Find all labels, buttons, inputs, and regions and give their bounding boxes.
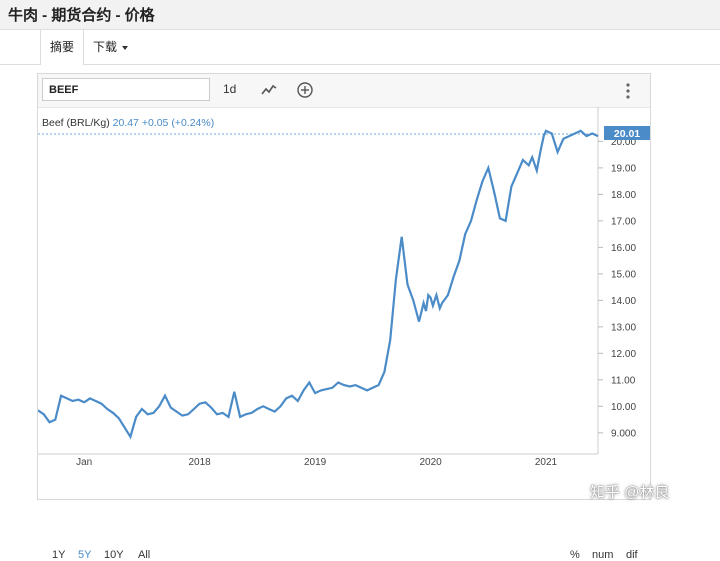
interval-button[interactable]: 1d xyxy=(223,82,237,96)
y-tick-label: 9.000 xyxy=(611,428,636,439)
legend-change: +0.05 (+0.24%) xyxy=(141,117,215,129)
line-chart-icon[interactable] xyxy=(259,80,279,100)
y-tick-label: 18.00 xyxy=(611,190,636,201)
chart-legend: Beef (BRL/Kg) 20.47 +0.05 (+0.24%) xyxy=(42,117,214,129)
watermark-text: 知乎 @林良 xyxy=(590,484,670,501)
y-tick-label: 16.00 xyxy=(611,243,636,254)
y-tick-label: 13.00 xyxy=(611,322,636,333)
y-axis-ticks: 9.000 10.00 11.00 12.00 13.00 14.00 15.00 16.00… xyxy=(598,137,636,439)
range-10y-button[interactable]: 10Y xyxy=(104,549,124,561)
y-tick-label: 20.00 xyxy=(611,137,636,148)
dif-button[interactable]: dif xyxy=(626,549,638,561)
y-tick-label: 19.00 xyxy=(611,163,636,174)
page-title: 牛肉 - 期货合约 - 价格 xyxy=(8,7,155,24)
caret-down-icon xyxy=(122,45,129,50)
y-tick-label: 15.00 xyxy=(611,269,636,280)
x-tick-label: 2018 xyxy=(188,457,211,468)
series-line-beef xyxy=(38,129,599,440)
price-tag-label: 20.01 xyxy=(614,128,640,140)
title-bar: 牛肉 - 期货合约 - 价格 xyxy=(0,0,720,30)
price-chart: 9.000 10.00 11.00 12.00 13.00 14.00 15.00 16.00… xyxy=(38,107,650,468)
plus-circle-icon[interactable] xyxy=(295,80,315,100)
range-1y-button[interactable]: 1Y xyxy=(52,549,66,561)
tab-summary[interactable]: 摘要 xyxy=(40,30,84,65)
x-tick-label: Jan xyxy=(76,457,92,468)
vertical-dots-icon[interactable] xyxy=(623,82,633,100)
chart-panel: BEEF 1d Beef (BRL/Kg) 20.47 +0.05 (+0.24… xyxy=(37,73,651,561)
legend-price: 20.47 xyxy=(112,117,139,129)
tab-download[interactable]: 下载 xyxy=(93,30,129,64)
range-5y-button[interactable]: 5Y xyxy=(78,549,92,561)
y-tick-label: 14.00 xyxy=(611,296,636,307)
y-tick-label: 12.00 xyxy=(611,349,636,360)
tab-download-label: 下载 xyxy=(93,40,118,54)
x-tick-label: 2021 xyxy=(535,457,558,468)
y-tick-label: 17.00 xyxy=(611,216,636,227)
chart-toolbar: BEEF 1d xyxy=(38,74,650,108)
price-tag: 20.01 xyxy=(604,126,650,140)
price-tag-bg xyxy=(604,126,650,140)
percent-button[interactable]: % xyxy=(570,549,580,561)
x-tick-label: 2019 xyxy=(304,457,327,468)
x-tick-label: 2020 xyxy=(419,457,442,468)
tab-bar: 摘要 下载 xyxy=(0,30,720,65)
symbol-input[interactable]: BEEF xyxy=(42,78,210,101)
x-axis-ticks: Jan 2018 2019 2020 2021 xyxy=(76,457,557,468)
legend-name: Beef (BRL/Kg) xyxy=(42,117,110,129)
y-tick-label: 10.00 xyxy=(611,402,636,413)
range-all-button[interactable]: All xyxy=(138,549,151,561)
num-button[interactable]: num xyxy=(592,549,614,561)
y-tick-label: 11.00 xyxy=(611,375,636,386)
